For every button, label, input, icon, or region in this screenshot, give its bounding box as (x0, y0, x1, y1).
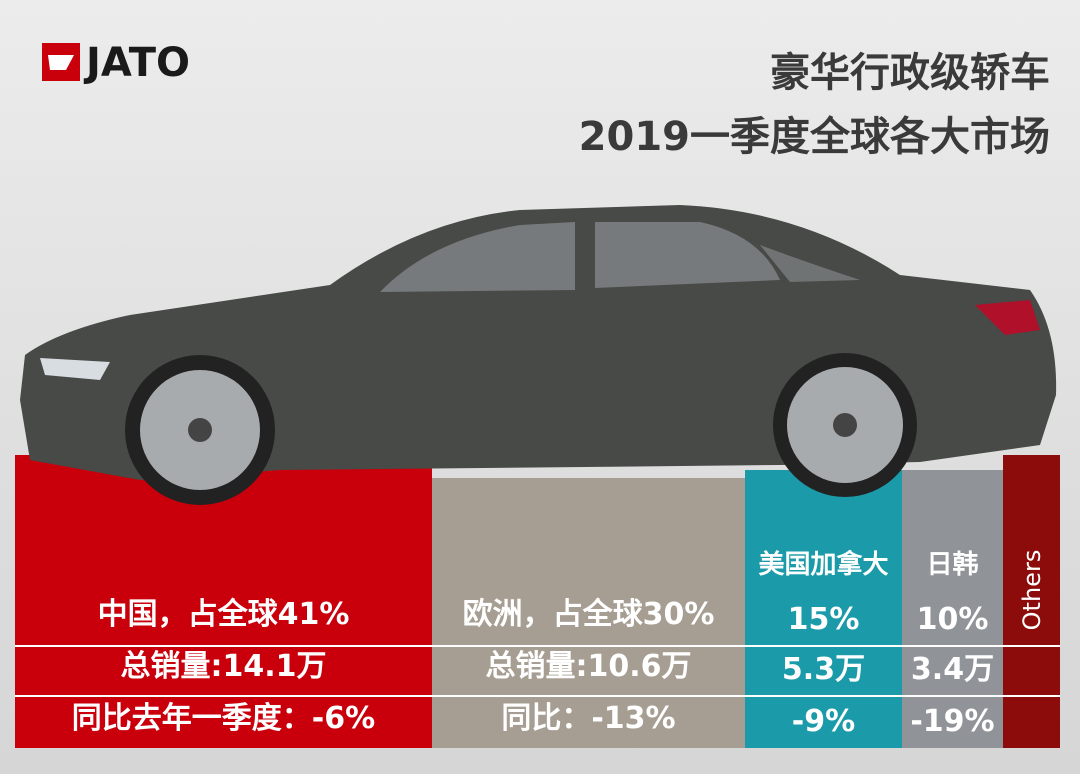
yoy: 同比去年一季度：-6% (71, 701, 376, 736)
us-canada-column (745, 470, 902, 748)
sales: 总销量:10.6万 (485, 649, 692, 684)
market-name: 日韩 (926, 550, 979, 580)
row-separator (15, 695, 1060, 697)
share: 中国，占全球41% (97, 597, 350, 632)
share: 欧洲，占全球30% (462, 597, 715, 632)
others-column (1003, 455, 1060, 748)
yoy: -9% (791, 704, 856, 739)
europe-column (432, 478, 745, 748)
row-separator (15, 645, 1060, 647)
sales: 5.3万 (781, 652, 866, 687)
share: 15% (787, 602, 860, 637)
sales: 3.4万 (910, 652, 995, 687)
yoy: -19% (910, 704, 995, 739)
china-column (15, 455, 432, 748)
title-line: 2019一季度全球各大市场 (578, 114, 1050, 160)
market-name: 美国加拿大 (758, 550, 889, 580)
share: 10% (916, 602, 989, 637)
japan-korea-column (902, 470, 1003, 748)
yoy: 同比：-13% (501, 701, 676, 736)
logo: JATO (86, 40, 191, 86)
title-line: 豪华行政级轿车 (770, 50, 1050, 96)
sales: 总销量:14.1万 (120, 649, 327, 684)
market-name: Others (1018, 549, 1046, 631)
